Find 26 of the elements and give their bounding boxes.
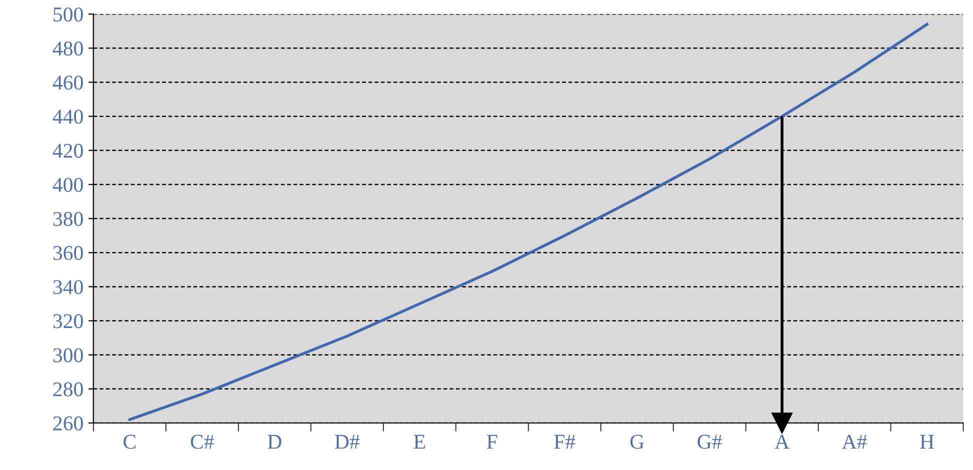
- y-tick-label: 440: [52, 110, 83, 124]
- line-series: [128, 22, 928, 421]
- x-tick-label: D#: [334, 434, 360, 449]
- y-tick-label: 500: [54, 7, 83, 22]
- y-tick-label: 280: [53, 382, 83, 396]
- y-tick-label: 360: [53, 246, 83, 260]
- x-tick-label: A: [774, 434, 790, 449]
- y-tick-label: 260: [53, 416, 83, 430]
- x-tick-label: A#: [842, 434, 867, 449]
- y-tick-label: 300: [53, 348, 83, 362]
- x-tick-label: D: [268, 434, 282, 449]
- y-tick-label: 460: [52, 76, 83, 90]
- y-tick-label: 420: [52, 144, 83, 158]
- y-tick-label: 340: [53, 280, 83, 294]
- x-tick-label: C#: [190, 434, 214, 449]
- y-tick-label: 380: [53, 212, 83, 226]
- y-tick-label: 320: [53, 314, 83, 328]
- x-tick-label: F#: [554, 434, 576, 449]
- x-tick-label: G#: [698, 434, 722, 449]
- x-tick-label: E: [414, 434, 425, 449]
- x-tick-label: G: [630, 434, 644, 449]
- y-tick-label: 400: [52, 178, 83, 192]
- x-tick-label: H: [920, 434, 934, 449]
- y-tick-label: 480: [52, 42, 83, 56]
- x-tick-label: F: [486, 434, 498, 449]
- x-tick-label: C: [124, 434, 136, 449]
